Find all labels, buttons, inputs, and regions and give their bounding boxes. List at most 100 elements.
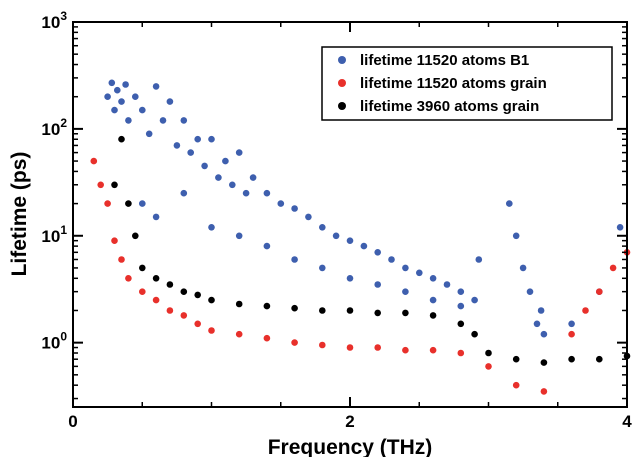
series-2-point-14 bbox=[346, 307, 354, 314]
series-1-point-1 bbox=[97, 181, 104, 189]
series-2-point-4 bbox=[139, 264, 146, 272]
legend-marker-11520-grain bbox=[338, 79, 346, 87]
series-0-point-36 bbox=[416, 269, 423, 277]
legend-label-11520-grain: lifetime 11520 atoms grain bbox=[360, 75, 547, 92]
series-1-point-27 bbox=[609, 264, 617, 272]
legend-marker-b1 bbox=[338, 56, 346, 64]
series-0-point-51 bbox=[374, 281, 382, 288]
x-tick-label-1: 2 bbox=[345, 412, 354, 431]
series-0-point-46 bbox=[235, 232, 243, 240]
series-0-point-34 bbox=[388, 256, 395, 263]
series-0-point-21 bbox=[229, 181, 236, 189]
series-1-point-2 bbox=[104, 200, 111, 207]
series-0-point-15 bbox=[187, 149, 194, 156]
series-1-point-14 bbox=[291, 339, 298, 346]
series-0-point-37 bbox=[429, 275, 437, 282]
legend: lifetime 11520 atoms B1 lifetime 11520 a… bbox=[321, 46, 613, 121]
series-0-point-57 bbox=[519, 264, 527, 272]
series-0-point-27 bbox=[291, 205, 298, 212]
series-0-point-5 bbox=[122, 81, 129, 88]
series-0-point-1 bbox=[108, 79, 116, 87]
x-tick-label-2: 4 bbox=[622, 412, 632, 431]
series-0-point-22 bbox=[235, 149, 243, 156]
series-0-point-38 bbox=[443, 281, 451, 288]
series-2-point-13 bbox=[319, 307, 326, 314]
series-2-point-23 bbox=[568, 355, 575, 363]
series-1-point-18 bbox=[402, 346, 409, 354]
series-0-point-26 bbox=[277, 200, 285, 207]
series-1-point-3 bbox=[111, 237, 118, 244]
series-0-point-29 bbox=[319, 224, 326, 231]
series-0-point-10 bbox=[152, 83, 160, 90]
series-0-point-56 bbox=[512, 232, 520, 240]
series-0-point-0 bbox=[104, 93, 111, 100]
series-1-point-0 bbox=[90, 157, 98, 165]
series-0-point-11 bbox=[159, 117, 167, 124]
series-0-point-14 bbox=[180, 117, 188, 124]
series-2-point-3 bbox=[132, 232, 139, 240]
series-0-point-4 bbox=[118, 98, 125, 105]
y-tick-label-0: 100 bbox=[41, 330, 67, 353]
series-0-point-7 bbox=[132, 93, 139, 100]
series-1-point-17 bbox=[374, 344, 382, 351]
legend-marker-3960-grain bbox=[338, 102, 346, 110]
series-0-point-44 bbox=[180, 189, 188, 197]
series-2-point-22 bbox=[540, 359, 548, 366]
series-0-point-45 bbox=[208, 224, 215, 231]
x-tick-label-0: 0 bbox=[68, 412, 77, 431]
series-0-point-48 bbox=[291, 256, 298, 263]
series-1-point-11 bbox=[208, 327, 215, 334]
series-2-point-16 bbox=[402, 309, 409, 317]
series-0-point-43 bbox=[152, 213, 160, 221]
series-1-point-20 bbox=[457, 349, 465, 357]
y-tick-label-3: 103 bbox=[41, 9, 67, 32]
series-0-point-58 bbox=[526, 288, 534, 296]
series-0-point-61 bbox=[540, 330, 548, 338]
y-axis-title: Lifetime (ps) bbox=[8, 152, 31, 277]
series-0-point-24 bbox=[249, 174, 257, 181]
series-1-point-22 bbox=[512, 381, 520, 389]
series-1-point-15 bbox=[319, 341, 326, 349]
series-0-point-2 bbox=[111, 106, 118, 114]
series-1-point-24 bbox=[568, 330, 575, 338]
series-0-point-33 bbox=[374, 249, 382, 256]
series-0-point-19 bbox=[215, 174, 222, 181]
series-0-point-31 bbox=[346, 237, 354, 244]
series-2-point-9 bbox=[208, 296, 215, 304]
series-0-point-62 bbox=[568, 320, 575, 328]
series-1-point-19 bbox=[429, 346, 437, 354]
y-tick-label-2: 102 bbox=[41, 116, 67, 139]
series-0-point-41 bbox=[475, 256, 483, 263]
series-0-point-55 bbox=[506, 200, 513, 207]
series-0-point-20 bbox=[222, 157, 229, 165]
axis-ticks: 0 2 4 100 101 102 103 bbox=[41, 9, 632, 431]
series-0-point-64 bbox=[616, 224, 624, 231]
series-0-point-42 bbox=[139, 200, 146, 207]
series-2-point-24 bbox=[596, 355, 603, 363]
series-1-point-16 bbox=[346, 344, 354, 351]
series-0-point-8 bbox=[139, 106, 146, 114]
series-1-point-13 bbox=[263, 334, 271, 342]
y-tick-label-1: 101 bbox=[41, 223, 67, 246]
series-1-point-10 bbox=[194, 320, 201, 328]
series-2-point-12 bbox=[291, 304, 298, 312]
series-0-point-53 bbox=[429, 296, 437, 304]
series-0-point-60 bbox=[537, 307, 545, 314]
series-0-point-28 bbox=[305, 213, 312, 221]
series-2-point-19 bbox=[471, 330, 478, 338]
series-0-point-47 bbox=[263, 242, 271, 250]
series-2-point-8 bbox=[194, 291, 201, 299]
series-2-point-1 bbox=[118, 135, 125, 143]
series-2-point-20 bbox=[485, 349, 492, 357]
series-1-point-26 bbox=[596, 288, 603, 296]
series-0-point-6 bbox=[125, 117, 132, 124]
series-0-point-54 bbox=[457, 302, 465, 310]
series-2-point-11 bbox=[263, 302, 271, 310]
legend-box bbox=[321, 46, 613, 121]
series-2-point-5 bbox=[152, 275, 160, 282]
series-1-point-8 bbox=[166, 307, 174, 314]
series-2-point-18 bbox=[457, 320, 465, 328]
series-0-point-12 bbox=[166, 98, 174, 105]
scatter-points bbox=[90, 79, 631, 395]
